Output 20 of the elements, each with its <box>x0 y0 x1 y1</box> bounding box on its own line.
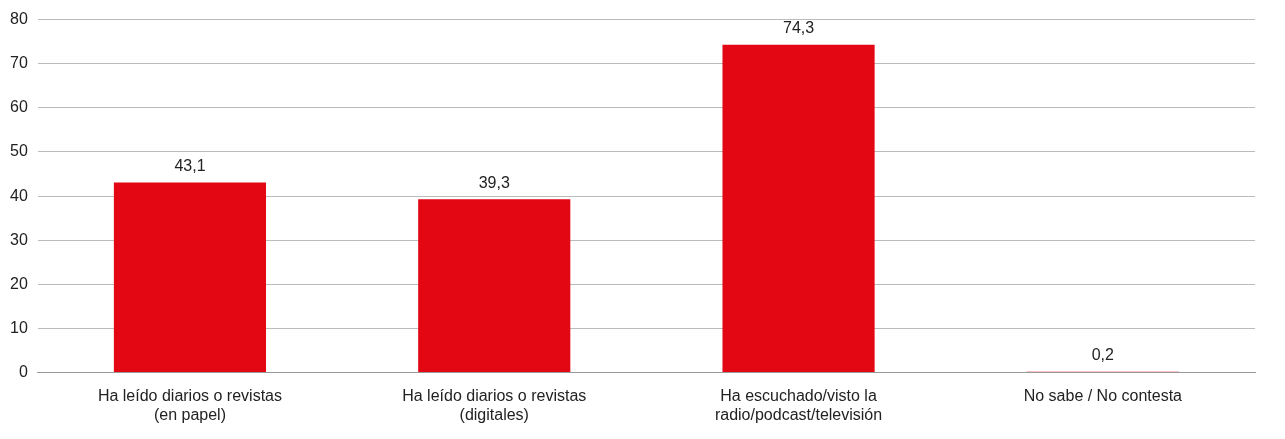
data-label: 0,2 <box>1091 346 1115 364</box>
y-tick-label: 30 <box>10 230 28 248</box>
y-tick-label: 0 <box>18 363 28 381</box>
y-tick-label: 40 <box>10 186 28 204</box>
bar <box>113 182 267 373</box>
y-tick-label: 20 <box>10 274 28 292</box>
y-tick-label: 70 <box>10 54 28 72</box>
x-tick-label: Ha leído diarios o revistas (en papel) <box>97 386 282 423</box>
x-tick-label: No sabe / No contesta <box>1023 386 1183 404</box>
data-label: 39,3 <box>478 173 510 191</box>
y-tick-label: 10 <box>10 318 28 336</box>
y-tick-label: 60 <box>10 98 28 116</box>
x-tick-label: Ha leído diarios o revistas (digitales) <box>402 386 587 423</box>
y-tick-label: 50 <box>10 142 28 160</box>
bar <box>418 199 571 373</box>
data-label: 74,3 <box>782 19 815 37</box>
bar <box>722 44 875 373</box>
x-tick-label: Ha escuchado/visto la radio/podcast/televisión <box>714 386 883 423</box>
y-tick-label: 80 <box>10 10 28 28</box>
data-label: 43,1 <box>174 156 206 174</box>
